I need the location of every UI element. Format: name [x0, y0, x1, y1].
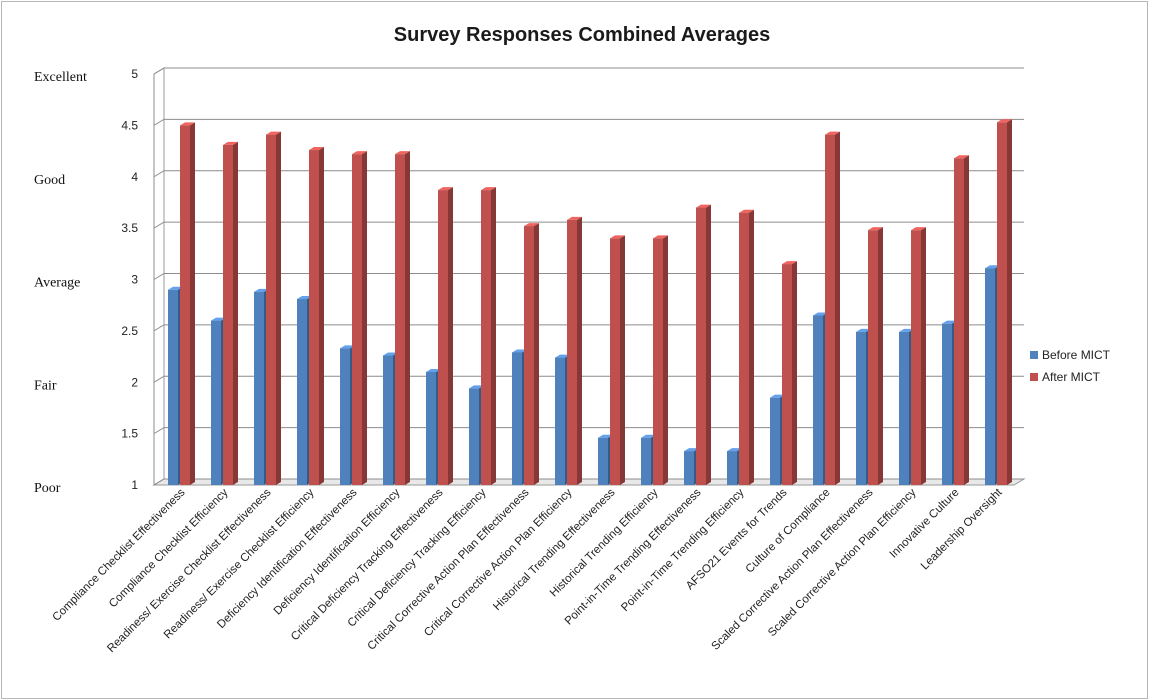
y-tick-label: 3.5	[121, 221, 138, 235]
category-label: Leadership Oversight	[919, 486, 1005, 572]
gridline	[153, 273, 1024, 280]
bar-after-mict	[825, 131, 840, 485]
bar-after-mict	[352, 151, 367, 485]
qualitative-label: Average	[34, 276, 80, 291]
floor	[152, 478, 1026, 486]
category-label: Readiness/ Exercise Checklist Effectiven…	[105, 486, 274, 655]
bar-after-mict	[911, 227, 926, 485]
y-tick-label: 5	[131, 67, 138, 81]
bars-layer	[168, 119, 1012, 486]
gridline	[153, 375, 1024, 383]
y-tick-label: 4	[131, 170, 138, 184]
bar-after-mict	[696, 204, 711, 485]
category-label: Readiness/ Exercise Checklist Efficiency	[162, 486, 317, 641]
y-tick-label: 1	[131, 478, 138, 492]
chart-title: Survey Responses Combined Averages	[394, 24, 770, 46]
bar-after-mict	[524, 223, 539, 485]
gridline	[153, 427, 1024, 435]
y-tick-label: 4.5	[121, 118, 138, 132]
bar-after-mict	[782, 261, 797, 485]
category-label: Scaled Corrective Action Plan Effectiven…	[710, 486, 876, 652]
bar-after-mict	[653, 235, 668, 485]
gridline	[153, 170, 1024, 178]
bar-after-mict	[309, 147, 324, 485]
qualitative-label: Fair	[34, 378, 57, 393]
bar-after-mict	[438, 187, 453, 486]
legend-swatch	[1030, 373, 1038, 381]
legend: Before MICT After MICT	[1030, 348, 1111, 384]
bar-after-mict	[954, 155, 969, 485]
gridline	[153, 67, 1024, 75]
bar-after-mict	[610, 235, 625, 485]
legend-label: After MICT	[1042, 370, 1101, 384]
gridline	[153, 221, 1024, 229]
qualitative-label: Excellent	[34, 70, 87, 85]
category-label: Critical Deficiency Tracking Effectivene…	[289, 486, 446, 643]
bar-after-mict	[868, 227, 883, 485]
bar-after-mict	[481, 187, 496, 486]
bar-after-mict	[223, 141, 238, 485]
grid-layer	[152, 67, 1026, 486]
y-tick-label: 1.5	[121, 427, 138, 441]
gridline	[153, 324, 1024, 332]
bar-after-mict	[567, 216, 582, 485]
qualitative-label: Good	[34, 173, 65, 188]
y-tick-label: 2.5	[121, 324, 138, 338]
category-label: Culture of Compliance	[744, 487, 833, 576]
gridline	[153, 118, 1024, 126]
bar-after-mict	[739, 209, 754, 485]
bar-after-mict	[180, 122, 195, 485]
bar-after-mict	[266, 131, 281, 485]
y-tick-label: 3	[131, 273, 138, 287]
category-label: Critical Corrective Action Plan Efficien…	[422, 486, 575, 639]
category-label: Critical Corrective Action Plan Effectiv…	[366, 486, 532, 652]
bar-after-mict	[395, 151, 410, 485]
qualitative-label: Poor	[34, 481, 61, 496]
legend-label: Before MICT	[1042, 348, 1111, 362]
y-tick-label: 2	[131, 375, 138, 389]
legend-swatch	[1030, 351, 1038, 359]
bar-after-mict	[997, 119, 1012, 485]
category-label: Scaled Corrective Action Plan Efficiency	[766, 486, 919, 639]
